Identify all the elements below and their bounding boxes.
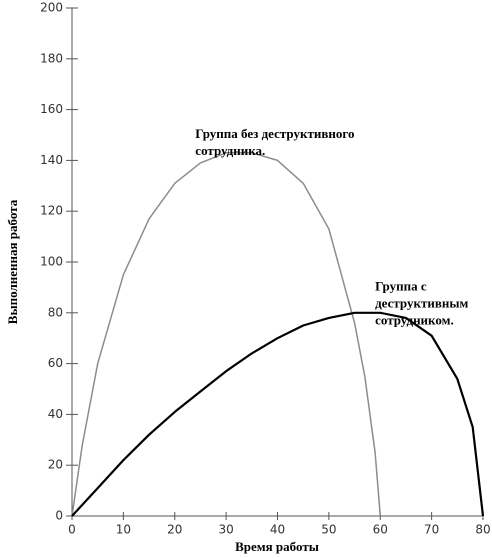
x-tick-label: 70 [424, 523, 439, 537]
y-tick-label: 20 [48, 458, 63, 472]
y-tick-label: 160 [40, 102, 63, 116]
y-tick-label: 80 [48, 305, 63, 319]
annotation: деструктивным [375, 295, 468, 310]
x-tick-label: 50 [321, 523, 336, 537]
y-axis-label: Выполненная работа [5, 199, 20, 324]
series-line [71, 152, 382, 517]
x-tick-label: 80 [475, 523, 490, 537]
y-tick-label: 200 [40, 1, 63, 15]
x-tick-label: 40 [270, 523, 285, 537]
x-tick-label: 60 [373, 523, 388, 537]
x-tick-label: 30 [218, 523, 233, 537]
y-tick-label: 40 [48, 407, 63, 421]
x-tick-label: 10 [116, 523, 131, 537]
annotation: сотрудника. [195, 143, 265, 158]
y-tick-label: 60 [48, 356, 63, 370]
y-tick-label: 140 [40, 153, 63, 167]
x-tick-label: 20 [167, 523, 182, 537]
y-tick-label: 0 [55, 509, 63, 523]
annotation: Группа с [375, 278, 427, 293]
annotation: Группа без деструктивного [195, 126, 354, 141]
x-tick-label: 0 [68, 523, 76, 537]
y-tick-label: 180 [40, 51, 63, 65]
annotation: сотрудником. [375, 312, 454, 327]
x-axis-label: Время работы [235, 539, 319, 554]
y-tick-label: 100 [40, 255, 63, 269]
y-tick-label: 120 [40, 204, 63, 218]
series-line [71, 311, 485, 517]
